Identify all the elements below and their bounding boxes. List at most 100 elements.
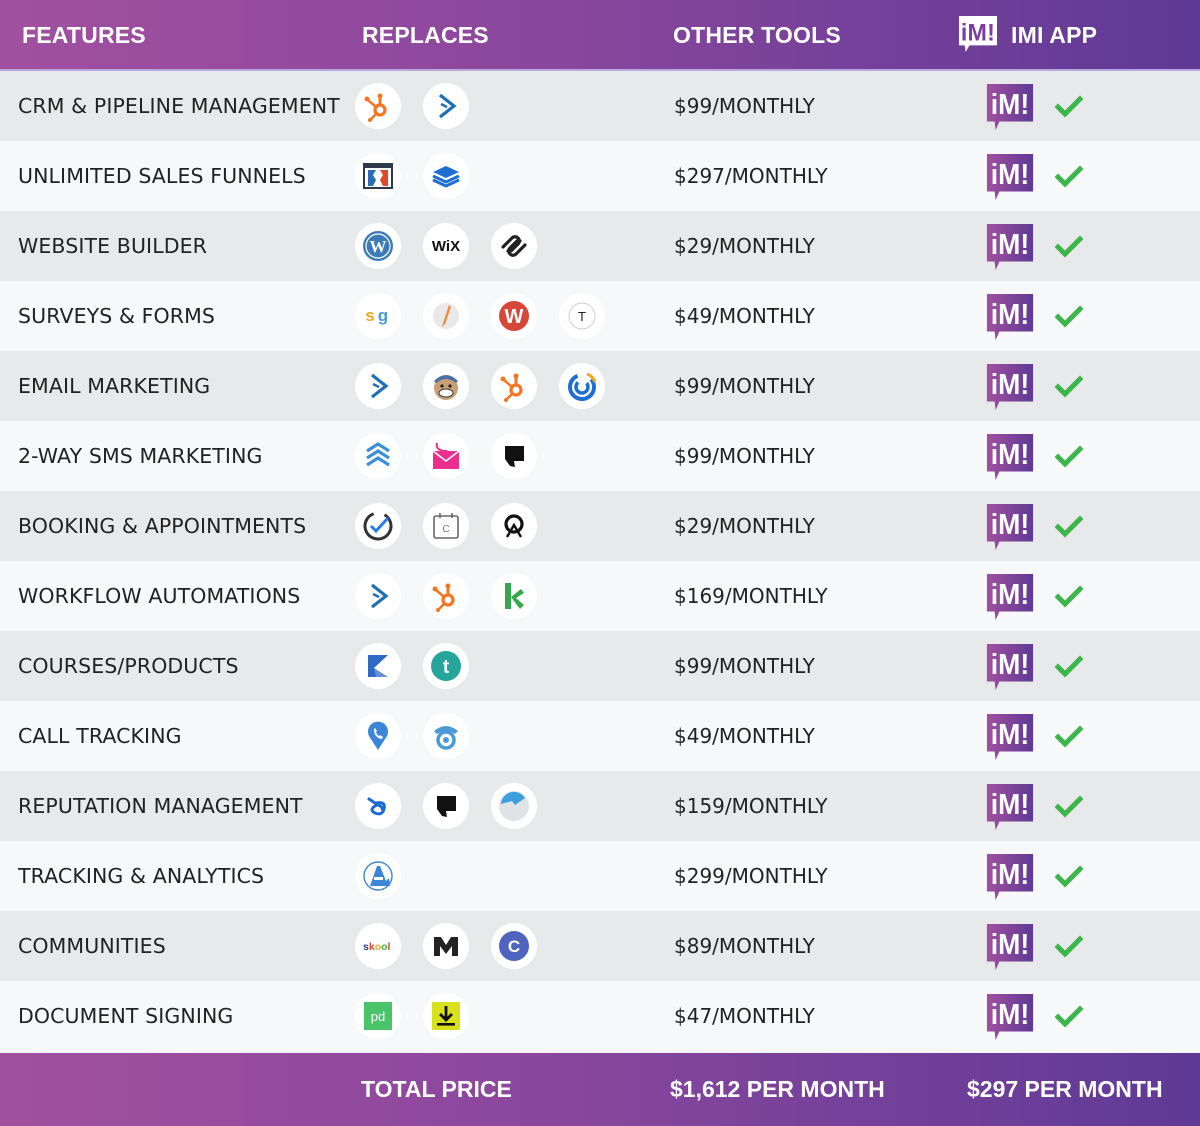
replaced-tools [355, 701, 469, 771]
check-icon [1055, 585, 1083, 608]
feature-name: 2-WAY SMS MARKETING [18, 444, 263, 468]
svg-text:iM!: iM! [991, 719, 1029, 751]
calendly-icon: C [423, 503, 469, 549]
imi-included: iM! [985, 491, 1083, 561]
svg-text:skool: skool [363, 941, 391, 953]
yext-icon [491, 783, 537, 829]
check-icon [1055, 95, 1083, 118]
imi-included: iM! [985, 911, 1083, 981]
column-header-imi-app: iM! IMI APP [957, 0, 1097, 71]
imi-logo-icon: iM! [986, 153, 1034, 201]
check-icon [1055, 655, 1083, 678]
imi-logo-icon: iM! [986, 783, 1034, 831]
replaced-tools [355, 771, 537, 841]
feature-name: WEBSITE BUILDER [18, 234, 207, 258]
svg-text:iM!: iM! [991, 929, 1029, 961]
svg-text:iM!: iM! [991, 439, 1029, 471]
imi-included: iM! [985, 281, 1083, 351]
svg-text:g: g [378, 306, 388, 325]
comparison-header: FEATURES REPLACES OTHER TOOLS iM! IMI AP… [0, 0, 1200, 71]
check-icon [1055, 445, 1083, 468]
column-header-features: FEATURES [22, 22, 146, 48]
imi-included: iM! [985, 631, 1083, 701]
other-tools-price: $99/MONTHLY [674, 444, 815, 468]
svg-text:iM!: iM! [991, 509, 1029, 541]
table-row: CRM & PIPELINE MANAGEMENT $99/MONTHLY iM… [0, 71, 1200, 141]
svg-text:iM!: iM! [991, 369, 1029, 401]
column-header-replaces: REPLACES [362, 22, 489, 48]
check-icon [1055, 865, 1083, 888]
imi-logo-icon: iM! [986, 433, 1034, 481]
mighty-networks-icon [423, 923, 469, 969]
check-icon [1055, 795, 1083, 818]
other-tools-price: $99/MONTHLY [674, 94, 815, 118]
other-tools-price: $299/MONTHLY [674, 864, 828, 888]
feature-name: SURVEYS & FORMS [18, 304, 216, 328]
activecampaign-icon [423, 83, 469, 129]
hubspot-icon [355, 83, 401, 129]
imi-included: iM! [985, 71, 1083, 141]
wufoo-icon: W [491, 293, 537, 339]
leadpages-icon [423, 153, 469, 199]
imi-logo-icon: iM! [986, 573, 1034, 621]
activecampaign-icon [355, 363, 401, 409]
svg-text:iM!: iM! [991, 89, 1029, 121]
table-row: WEBSITE BUILDER W WiX $29/MONTHLY iM! [0, 211, 1200, 281]
svg-text:C: C [508, 937, 520, 956]
check-icon [1055, 515, 1083, 538]
setmore-icon [491, 503, 537, 549]
check-icon [1055, 725, 1083, 748]
docusign-download-icon [423, 993, 469, 1039]
calltrackingmetrics-icon [423, 713, 469, 759]
circle-icon: C [491, 923, 537, 969]
other-tools-price: $99/MONTHLY [674, 654, 815, 678]
svg-text:W: W [370, 237, 387, 256]
table-row: DOCUMENT SIGNING pd $47/MONTHLY iM! [0, 981, 1200, 1051]
imi-included: iM! [985, 771, 1083, 841]
svg-text:iM!: iM! [991, 299, 1029, 331]
check-icon [1055, 235, 1083, 258]
feature-name: TRACKING & ANALYTICS [18, 864, 265, 888]
other-tools-price: $47/MONTHLY [674, 1004, 815, 1028]
imi-logo-icon: iM! [986, 713, 1034, 761]
feature-name: CALL TRACKING [18, 724, 182, 748]
svg-text:iM!: iM! [991, 859, 1029, 891]
imi-included: iM! [985, 981, 1083, 1051]
svg-text:iM!: iM! [991, 229, 1029, 261]
check-icon [1055, 375, 1083, 398]
table-row: TRACKING & ANALYTICS $299/MONTHLY iM! [0, 841, 1200, 911]
other-tools-price: $29/MONTHLY [674, 514, 815, 538]
imi-included: iM! [985, 561, 1083, 631]
replaced-tools: t [355, 631, 469, 701]
other-tools-price: $297/MONTHLY [674, 164, 828, 188]
imi-included: iM! [985, 701, 1083, 771]
totals-footer: TOTAL PRICE $1,612 PER MONTH $297 PER MO… [0, 1053, 1200, 1126]
other-tools-price: $29/MONTHLY [674, 234, 815, 258]
svg-text:iM!: iM! [991, 159, 1029, 191]
table-row: WORKFLOW AUTOMATIONS $169/MONTHLY iM! [0, 561, 1200, 631]
pandadoc-icon: pd [355, 993, 401, 1039]
podium-icon [491, 433, 537, 479]
other-tools-price: $169/MONTHLY [674, 584, 828, 608]
svg-text:WiX: WiX [432, 238, 460, 255]
column-header-other-tools: OTHER TOOLS [673, 22, 841, 48]
replaced-tools: C [355, 491, 537, 561]
imi-logo-icon: iM! [986, 223, 1034, 271]
check-icon [1055, 165, 1083, 188]
imi-logo-icon: iM! [986, 993, 1034, 1041]
clickfunnels-icon [355, 153, 401, 199]
simpletexting-icon [355, 433, 401, 479]
svg-text:iM!: iM! [991, 789, 1029, 821]
other-tools-price: $49/MONTHLY [674, 304, 815, 328]
imi-logo-icon: iM! [986, 853, 1034, 901]
total-price-label: TOTAL PRICE [361, 1076, 512, 1102]
formstack-icon [423, 293, 469, 339]
feature-name: WORKFLOW AUTOMATIONS [18, 584, 301, 608]
eztexting-icon [423, 433, 469, 479]
svg-text:s: s [365, 306, 374, 325]
kajabi-icon [355, 643, 401, 689]
feature-name: EMAIL MARKETING [18, 374, 211, 398]
hubspot-icon [491, 363, 537, 409]
